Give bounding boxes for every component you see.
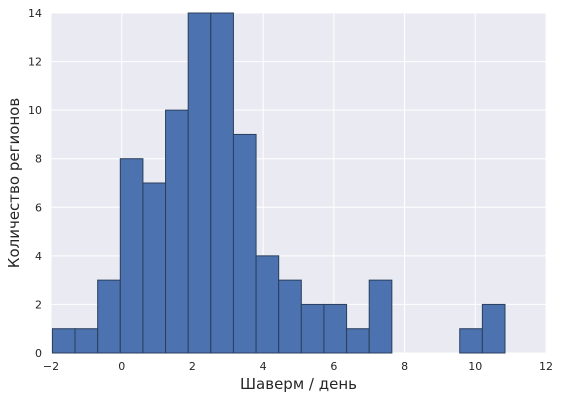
y-tick-label: 10 [28, 104, 42, 117]
y-axis-ticks: 0 2 4 6 8 10 12 14 [28, 7, 42, 360]
histogram-bar [51, 328, 76, 354]
y-tick-label: 8 [35, 153, 42, 166]
y-tick-label: 14 [28, 7, 42, 20]
x-tick-label: 2 [189, 360, 196, 373]
y-tick-label: 4 [35, 250, 42, 263]
histogram-bar [323, 303, 348, 354]
x-tick-label: 0 [118, 360, 125, 373]
histogram-bar [278, 279, 302, 354]
histogram-bars [51, 12, 506, 354]
histogram-bar [255, 255, 280, 354]
y-tick-label: 0 [35, 347, 42, 360]
x-axis-ticks: −2 0 2 4 6 8 10 12 [43, 360, 553, 373]
histogram-bar [165, 109, 189, 354]
histogram-bar [368, 279, 393, 354]
x-tick-label: 6 [330, 360, 337, 373]
y-tick-label: 12 [28, 56, 42, 69]
histogram-bar [119, 158, 144, 354]
y-axis-label: Количество регионов [5, 98, 23, 268]
histogram-bar [481, 303, 506, 354]
x-tick-label: 12 [539, 360, 553, 373]
histogram-bar [142, 182, 167, 354]
y-tick-label: 2 [35, 298, 42, 311]
histogram-bar [74, 328, 99, 354]
histogram-bar [346, 328, 370, 354]
y-tick-label: 6 [35, 201, 42, 214]
histogram-bar [210, 12, 234, 354]
histogram-bar [232, 133, 257, 354]
x-axis-label: Шаверм / день [240, 375, 357, 393]
x-tick-label: 8 [401, 360, 408, 373]
x-tick-label: 10 [468, 360, 482, 373]
histogram-bar [459, 328, 483, 354]
x-tick-label: 4 [260, 360, 267, 373]
histogram-bar [97, 279, 121, 354]
x-tick-label: −2 [43, 360, 59, 373]
histogram-bar [187, 12, 212, 354]
histogram-bar [300, 303, 325, 354]
